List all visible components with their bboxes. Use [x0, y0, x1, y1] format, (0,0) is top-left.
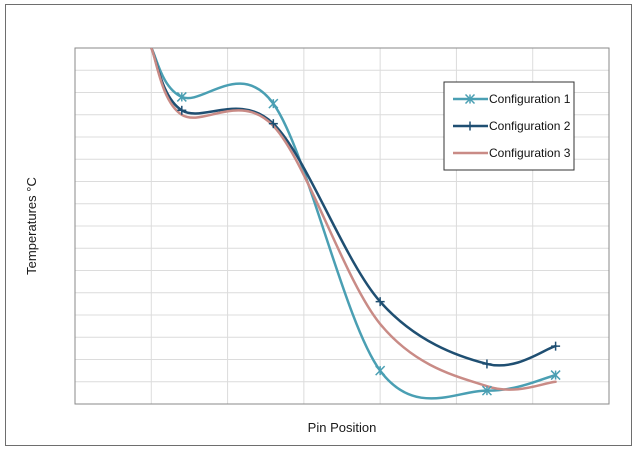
data-point-marker: [268, 119, 278, 129]
data-point-marker: [481, 385, 492, 396]
data-point-marker: [176, 91, 187, 102]
data-point-marker: [465, 121, 475, 131]
y-axis-title: Temperatures °C: [24, 177, 39, 275]
legend: Configuration 1 Configuration 2 Configurat…: [443, 81, 575, 171]
chart-figure: Pin Position Temperatures °C Configurati…: [5, 4, 632, 446]
data-point-marker: [551, 341, 561, 351]
data-point-marker: [482, 359, 492, 369]
data-point-marker: [375, 365, 386, 376]
series-markers: [176, 91, 561, 396]
x-axis-title: Pin Position: [308, 420, 377, 435]
data-point-marker: [550, 370, 561, 381]
plot-area-frame: [74, 47, 610, 405]
legend-label-3: Configuration 3: [489, 146, 571, 160]
data-point-marker: [177, 105, 187, 115]
line-chart: Pin Position Temperatures °C Configurati…: [24, 47, 610, 435]
legend-label-1: Configuration 1: [489, 92, 571, 106]
data-point-marker: [375, 297, 385, 307]
data-point-marker: [464, 93, 476, 105]
legend-label-2: Configuration 2: [489, 119, 571, 133]
data-point-marker: [268, 98, 279, 109]
